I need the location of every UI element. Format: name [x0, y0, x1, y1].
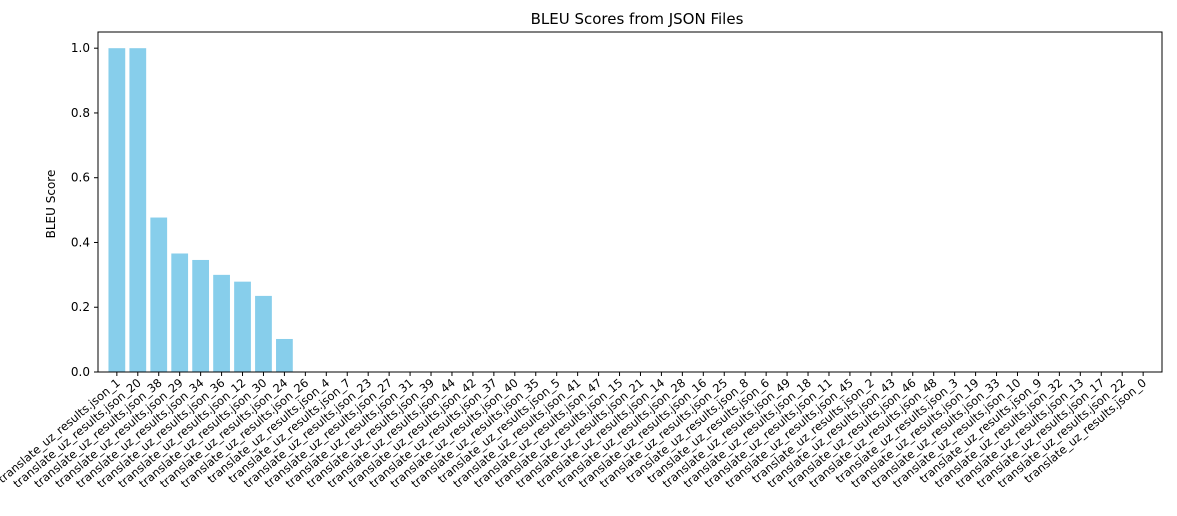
y-tick-label: 0.8 [71, 106, 90, 120]
bar-4 [192, 259, 210, 372]
chart-title: BLEU Scores from JSON Files [531, 10, 744, 28]
bar-0 [108, 48, 126, 372]
bar-2 [150, 217, 168, 372]
bar-5 [213, 274, 230, 372]
bar-6 [234, 281, 251, 372]
bars-group [108, 48, 293, 372]
bar-3 [171, 253, 189, 372]
y-tick-label: 1.0 [71, 41, 90, 55]
y-tick-label: 0.4 [71, 235, 90, 249]
plot-frame [97, 31, 1163, 373]
x-axis: translate_uz_results.json_1translate_uz_… [0, 372, 1149, 491]
y-axis-title: BLEU Score [44, 170, 58, 239]
y-axis: 0.0 0.2 0.4 0.6 0.8 1.0 [71, 41, 98, 379]
y-tick-label: 0.2 [71, 300, 90, 314]
y-tick-label: 0.6 [71, 171, 90, 185]
bar-8 [276, 338, 293, 372]
y-tick-label: 0.0 [71, 365, 90, 379]
bar-7 [255, 295, 272, 372]
bar-1 [129, 48, 147, 372]
